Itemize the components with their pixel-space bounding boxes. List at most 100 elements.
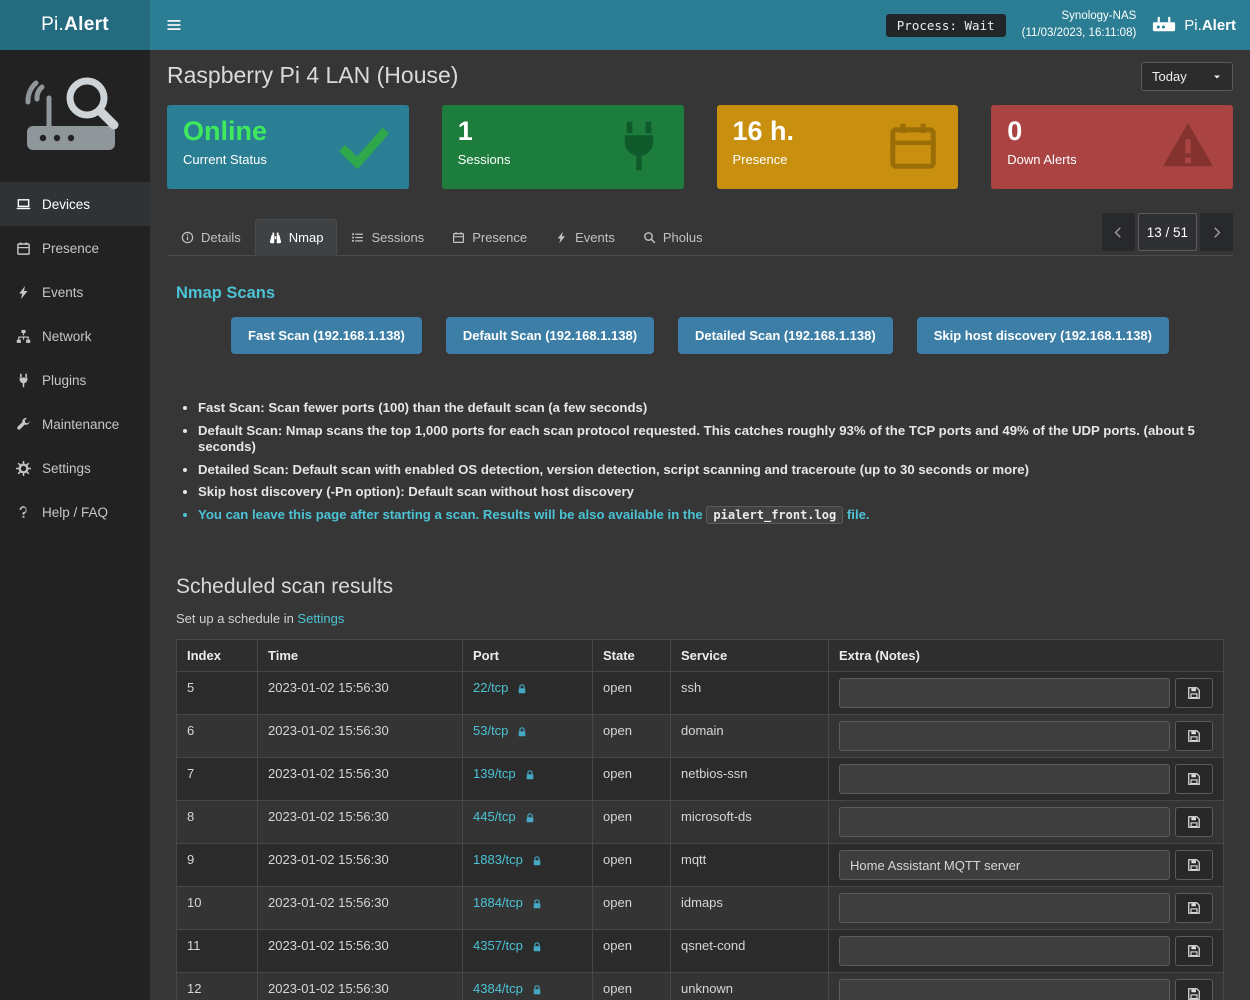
cell-time: 2023-01-02 15:56:30 — [257, 671, 463, 716]
tab-events[interactable]: Events — [541, 219, 629, 256]
scan-result-row: 10 2023-01-02 15:56:30 1884/tcp open idm… — [176, 886, 1224, 931]
skip-host-discovery-button[interactable]: Skip host discovery (192.168.1.138) — [916, 317, 1169, 354]
sidebar-item-help[interactable]: Help / FAQ — [0, 490, 150, 534]
save-icon — [1187, 987, 1201, 1000]
lock-icon — [531, 984, 543, 996]
tab-nmap[interactable]: Nmap — [254, 219, 338, 256]
port-link[interactable]: 22/tcp — [473, 680, 509, 696]
sidebar-item-label: Maintenance — [42, 416, 120, 432]
pialert-logo-art — [0, 50, 150, 182]
server-info: Synology-NAS (11/03/2023, 16:11:08) — [1022, 8, 1137, 41]
sidebar-item-network[interactable]: Network — [0, 314, 150, 358]
device-next-button[interactable] — [1200, 213, 1233, 251]
port-link[interactable]: 445/tcp — [473, 809, 516, 825]
scan-notes-list: Fast Scan: Scan fewer ports (100) than t… — [198, 400, 1224, 525]
tab-pholus[interactable]: Pholus — [629, 219, 717, 256]
detailed-scan-button[interactable]: Detailed Scan (192.168.1.138) — [678, 317, 893, 354]
tab-presence[interactable]: Presence — [438, 219, 541, 256]
save-note-button[interactable] — [1175, 678, 1213, 709]
sidebar-item-label: Settings — [42, 460, 91, 476]
port-link[interactable]: 1884/tcp — [473, 895, 523, 911]
note-input[interactable] — [839, 936, 1170, 967]
network-icon — [16, 329, 31, 344]
cell-state: open — [592, 757, 671, 802]
port-link[interactable]: 139/tcp — [473, 766, 516, 782]
device-prev-button[interactable] — [1101, 213, 1135, 251]
note-input[interactable] — [839, 764, 1170, 795]
sidebar-item-plugins[interactable]: Plugins — [0, 358, 150, 402]
sidebar-toggle-button[interactable] — [150, 0, 198, 50]
sidebar-item-label: Network — [42, 328, 92, 344]
scan-result-row: 6 2023-01-02 15:56:30 53/tcp open domain — [176, 714, 1224, 759]
note-input[interactable] — [839, 979, 1170, 1000]
summary-card-presence: 16 h. Presence — [716, 105, 959, 189]
cell-notes — [828, 843, 1224, 888]
logo-text-bold: Alert — [64, 14, 109, 35]
save-note-button[interactable] — [1175, 893, 1213, 924]
sidebar-item-presence[interactable]: Presence — [0, 226, 150, 270]
cell-service: ssh — [670, 671, 829, 716]
header-brand[interactable]: Pi.Alert — [1152, 13, 1236, 37]
device-tabs: Details Nmap Sessions Presence Events Ph… — [167, 219, 717, 256]
save-note-button[interactable] — [1175, 764, 1213, 795]
save-icon — [1187, 815, 1201, 829]
lock-icon — [531, 855, 543, 867]
sidebar: Devices Presence Events Network Plugins … — [0, 50, 150, 1000]
tab-sessions[interactable]: Sessions — [337, 219, 438, 256]
scan-note: Default Scan: Nmap scans the top 1,000 p… — [198, 423, 1224, 455]
sidebar-item-label: Presence — [42, 240, 100, 256]
column-header: Port — [462, 639, 593, 673]
app-logo[interactable]: Pi. Alert — [0, 0, 150, 50]
summary-cards: Online Current Status 1 Sessions 16 h. P… — [167, 105, 1233, 189]
port-link[interactable]: 4384/tcp — [473, 981, 523, 997]
sidebar-item-maintenance[interactable]: Maintenance — [0, 402, 150, 446]
cell-state: open — [592, 671, 671, 716]
port-link[interactable]: 1883/tcp — [473, 852, 523, 868]
default-scan-button[interactable]: Default Scan (192.168.1.138) — [445, 317, 655, 354]
note-input[interactable] — [839, 721, 1170, 752]
port-link[interactable]: 53/tcp — [473, 723, 509, 739]
card-value: Online — [183, 116, 268, 146]
note-input[interactable] — [839, 850, 1170, 881]
list-icon — [351, 231, 364, 244]
scheduled-results-panel: Scheduled scan results Set up a schedule… — [176, 575, 1224, 1000]
table-header-row: Index Time Port State Service Extra (Notes) — [176, 639, 1224, 673]
note-input[interactable] — [839, 807, 1170, 838]
cell-index: 9 — [176, 843, 258, 888]
cell-port: 22/tcp — [462, 671, 593, 716]
cell-state: open — [592, 886, 671, 931]
scan-result-row: 11 2023-01-02 15:56:30 4357/tcp open qsn… — [176, 929, 1224, 974]
column-header: Index — [176, 639, 258, 673]
sidebar-item-devices[interactable]: Devices — [0, 182, 150, 226]
period-select[interactable]: Today — [1141, 62, 1233, 91]
save-note-button[interactable] — [1175, 721, 1213, 752]
save-note-button[interactable] — [1175, 936, 1213, 967]
calendar-icon — [886, 119, 940, 173]
cell-state: open — [592, 800, 671, 845]
cell-state: open — [592, 714, 671, 759]
note-input[interactable] — [839, 678, 1170, 709]
port-link[interactable]: 4357/tcp — [473, 938, 523, 954]
top-navbar: Pi. Alert Process: Wait Synology-NAS (11/… — [0, 0, 1250, 50]
note-input[interactable] — [839, 893, 1170, 924]
card-label: Down Alerts — [1007, 151, 1077, 167]
save-note-button[interactable] — [1175, 850, 1213, 881]
sidebar-item-settings[interactable]: Settings — [0, 446, 150, 490]
cell-port: 53/tcp — [462, 714, 593, 759]
sidebar-item-events[interactable]: Events — [0, 270, 150, 314]
gear-icon — [16, 460, 31, 476]
tab-label: Nmap — [288, 230, 324, 245]
cell-port: 4384/tcp — [462, 972, 593, 1000]
settings-link[interactable]: Settings — [297, 611, 345, 627]
fast-scan-button[interactable]: Fast Scan (192.168.1.138) — [231, 317, 422, 354]
summary-card-sessions: 1 Sessions — [441, 105, 684, 189]
save-note-button[interactable] — [1175, 979, 1213, 1000]
save-note-button[interactable] — [1175, 807, 1213, 838]
check-icon — [337, 119, 391, 173]
wrench-icon — [16, 417, 31, 432]
sidebar-item-label: Events — [42, 284, 84, 300]
tab-details[interactable]: Details — [167, 219, 255, 256]
cell-index: 6 — [176, 714, 258, 759]
server-timestamp: (11/03/2023, 16:11:08) — [1021, 27, 1137, 39]
cell-time: 2023-01-02 15:56:30 — [257, 800, 463, 845]
